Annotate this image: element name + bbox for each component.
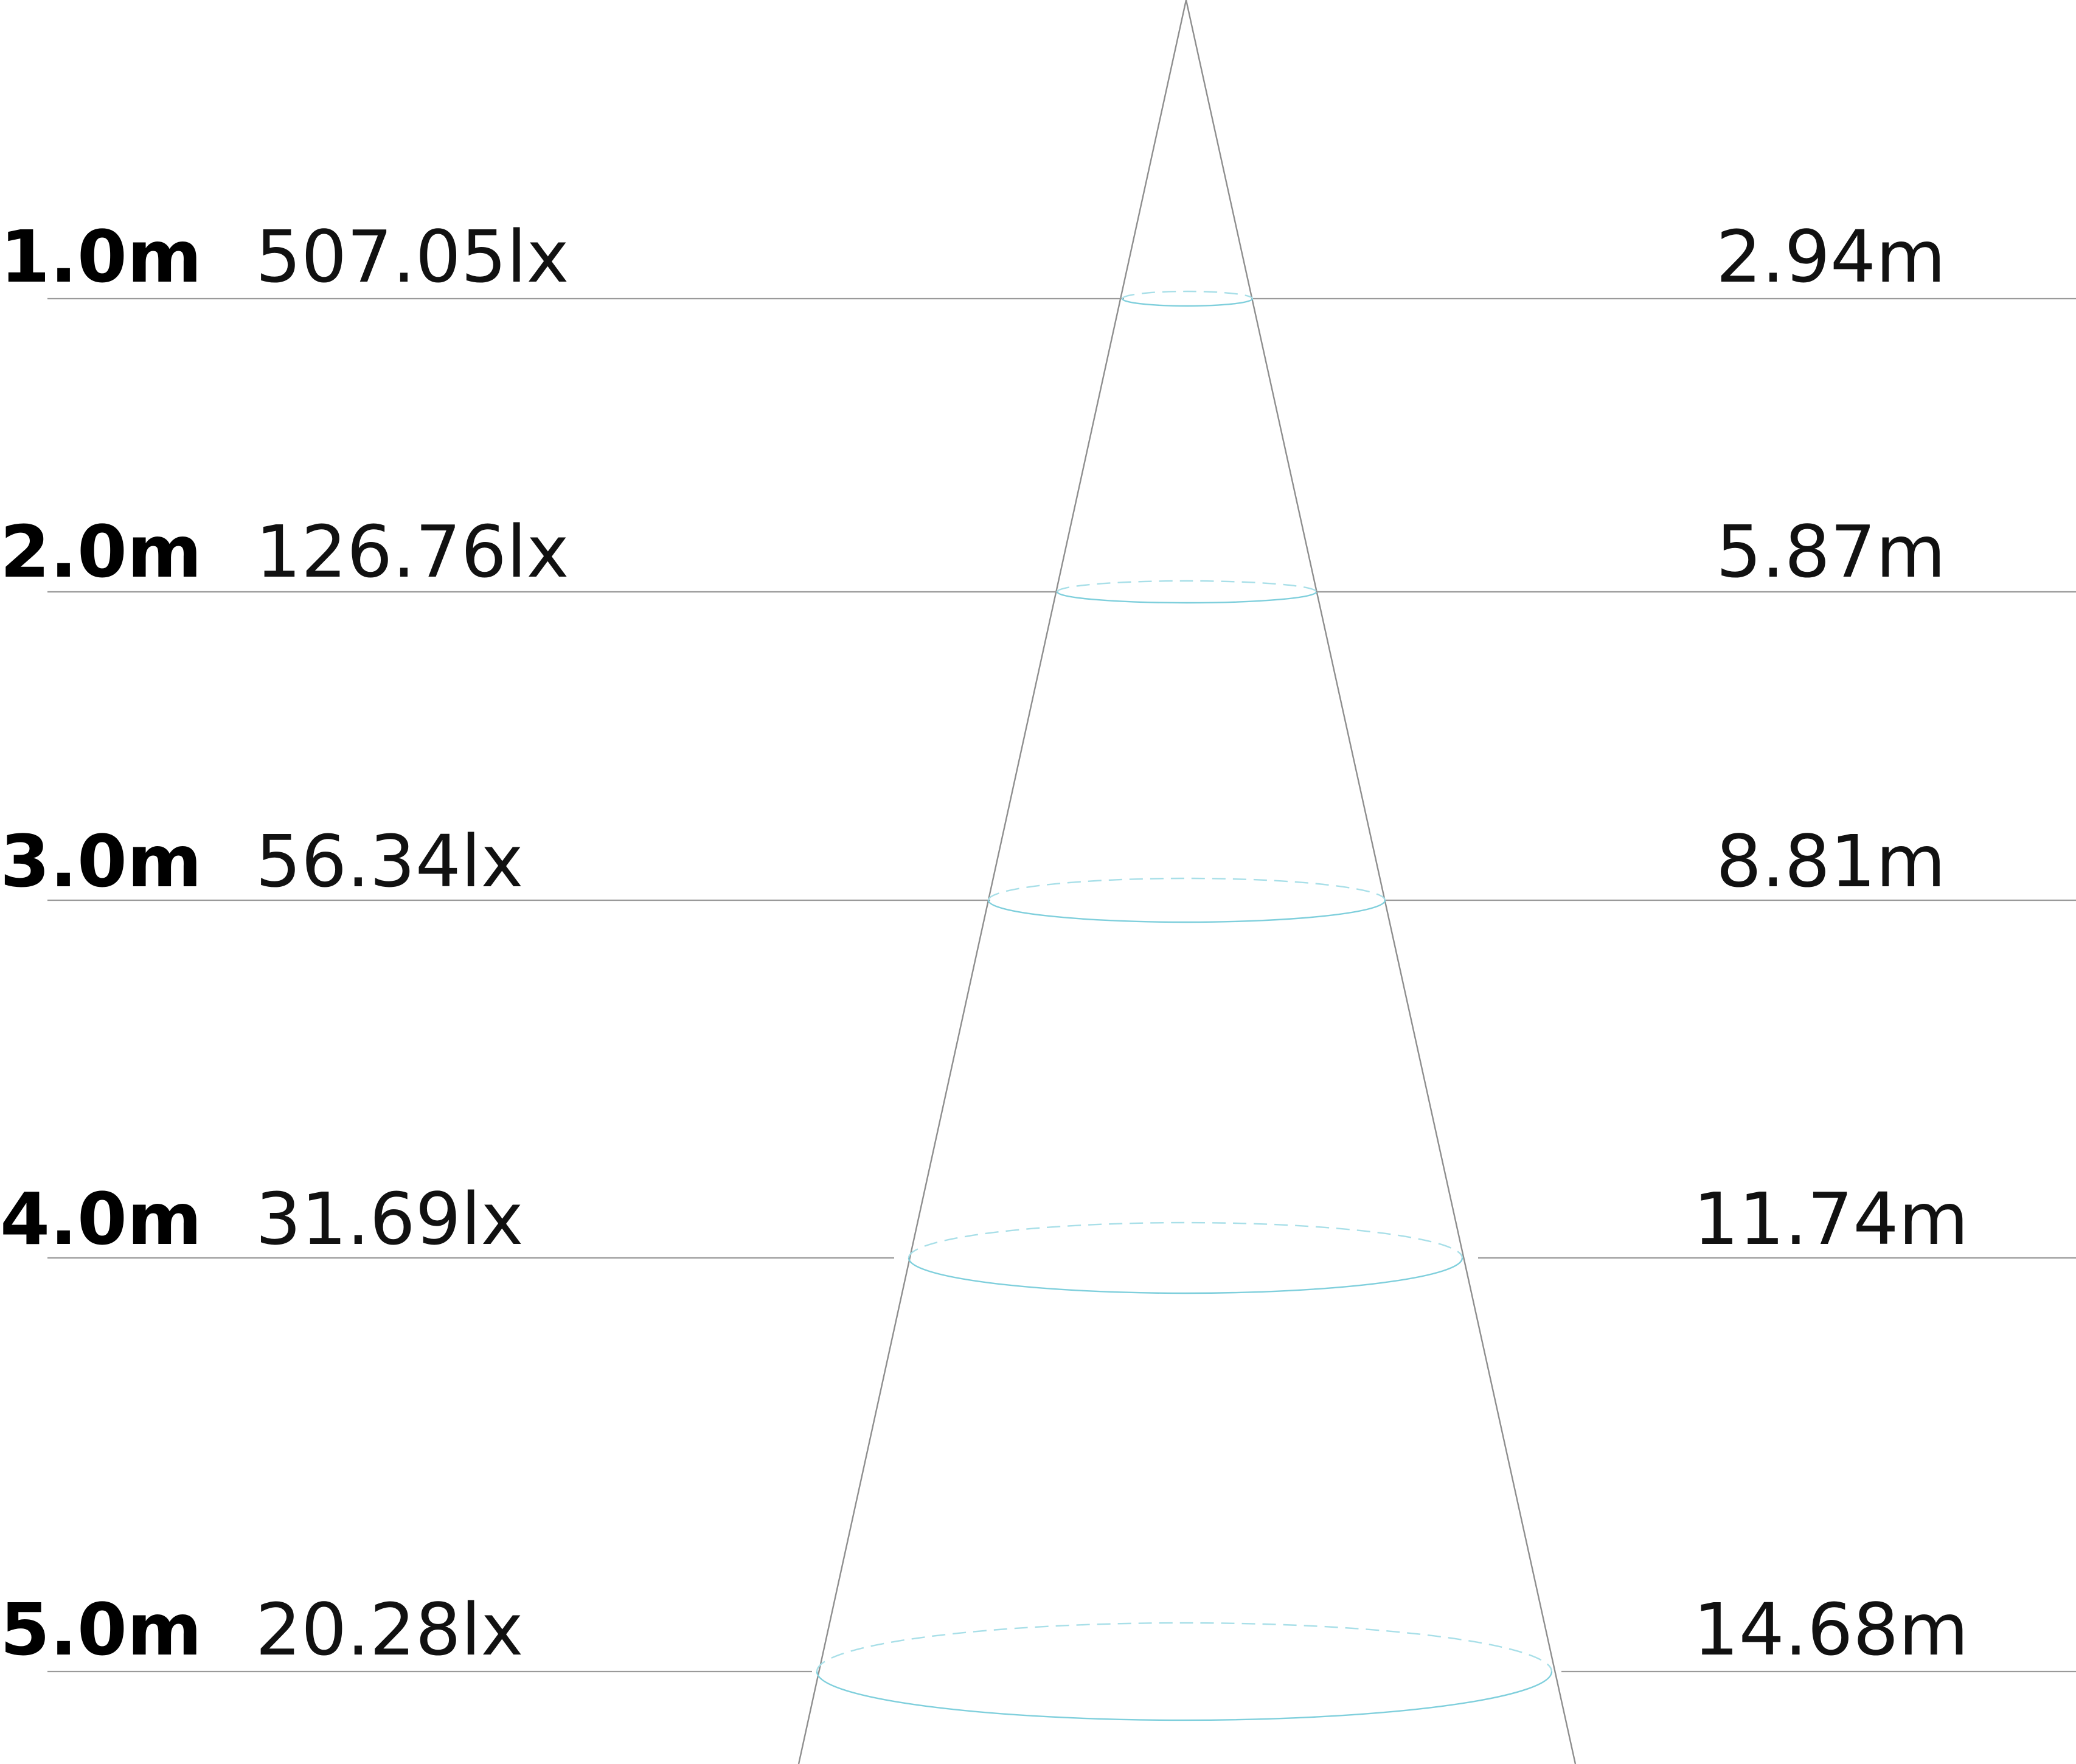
beam-ellipse-back [987,877,1386,901]
level-row-3: 3.0m 56.34lx 8.81m [0,819,2076,923]
illuminance-label: 507.05lx [255,215,569,299]
distance-label: 5.0m [0,1588,202,1672]
beam-ellipse-front [908,1257,1463,1294]
beam-diameter-label: 8.81m [1716,819,1946,903]
distance-label: 2.0m [0,510,202,594]
beam-ellipse-front [1056,591,1317,604]
beam-ellipse-back [1056,580,1317,592]
beam-edge-right [1185,0,1577,1764]
beam-ellipse-front [1121,298,1254,307]
illuminance-label: 56.34lx [255,819,523,903]
distance-label: 4.0m [0,1177,202,1261]
beam-ellipse-back [816,1622,1553,1672]
level-row-1: 1.0m 507.05lx 2.94m [0,215,2076,307]
distance-label: 3.0m [0,819,202,903]
beam-diameter-label: 14.68m [1693,1588,1969,1672]
beam-ellipse-front [816,1671,1553,1721]
distance-label: 1.0m [0,215,202,299]
level-row-2: 2.0m 126.76lx 5.87m [0,510,2076,604]
beam-diameter-label: 11.74m [1693,1177,1969,1261]
level-row-5: 5.0m 20.28lx 14.68m [0,1588,2076,1721]
level-row-4: 4.0m 31.69lx 11.74m [0,1177,2076,1294]
illuminance-label: 126.76lx [255,510,569,594]
beam-edge-left [797,0,1187,1764]
beam-diameter-label: 5.87m [1716,510,1946,594]
illuminance-label: 31.69lx [255,1177,523,1261]
beam-ellipse-back [1121,290,1254,299]
beam-ellipse-front [987,900,1386,923]
beam-ellipse-back [908,1221,1463,1259]
beam-diameter-label: 2.94m [1716,215,1946,299]
illuminance-label: 20.28lx [255,1588,523,1672]
